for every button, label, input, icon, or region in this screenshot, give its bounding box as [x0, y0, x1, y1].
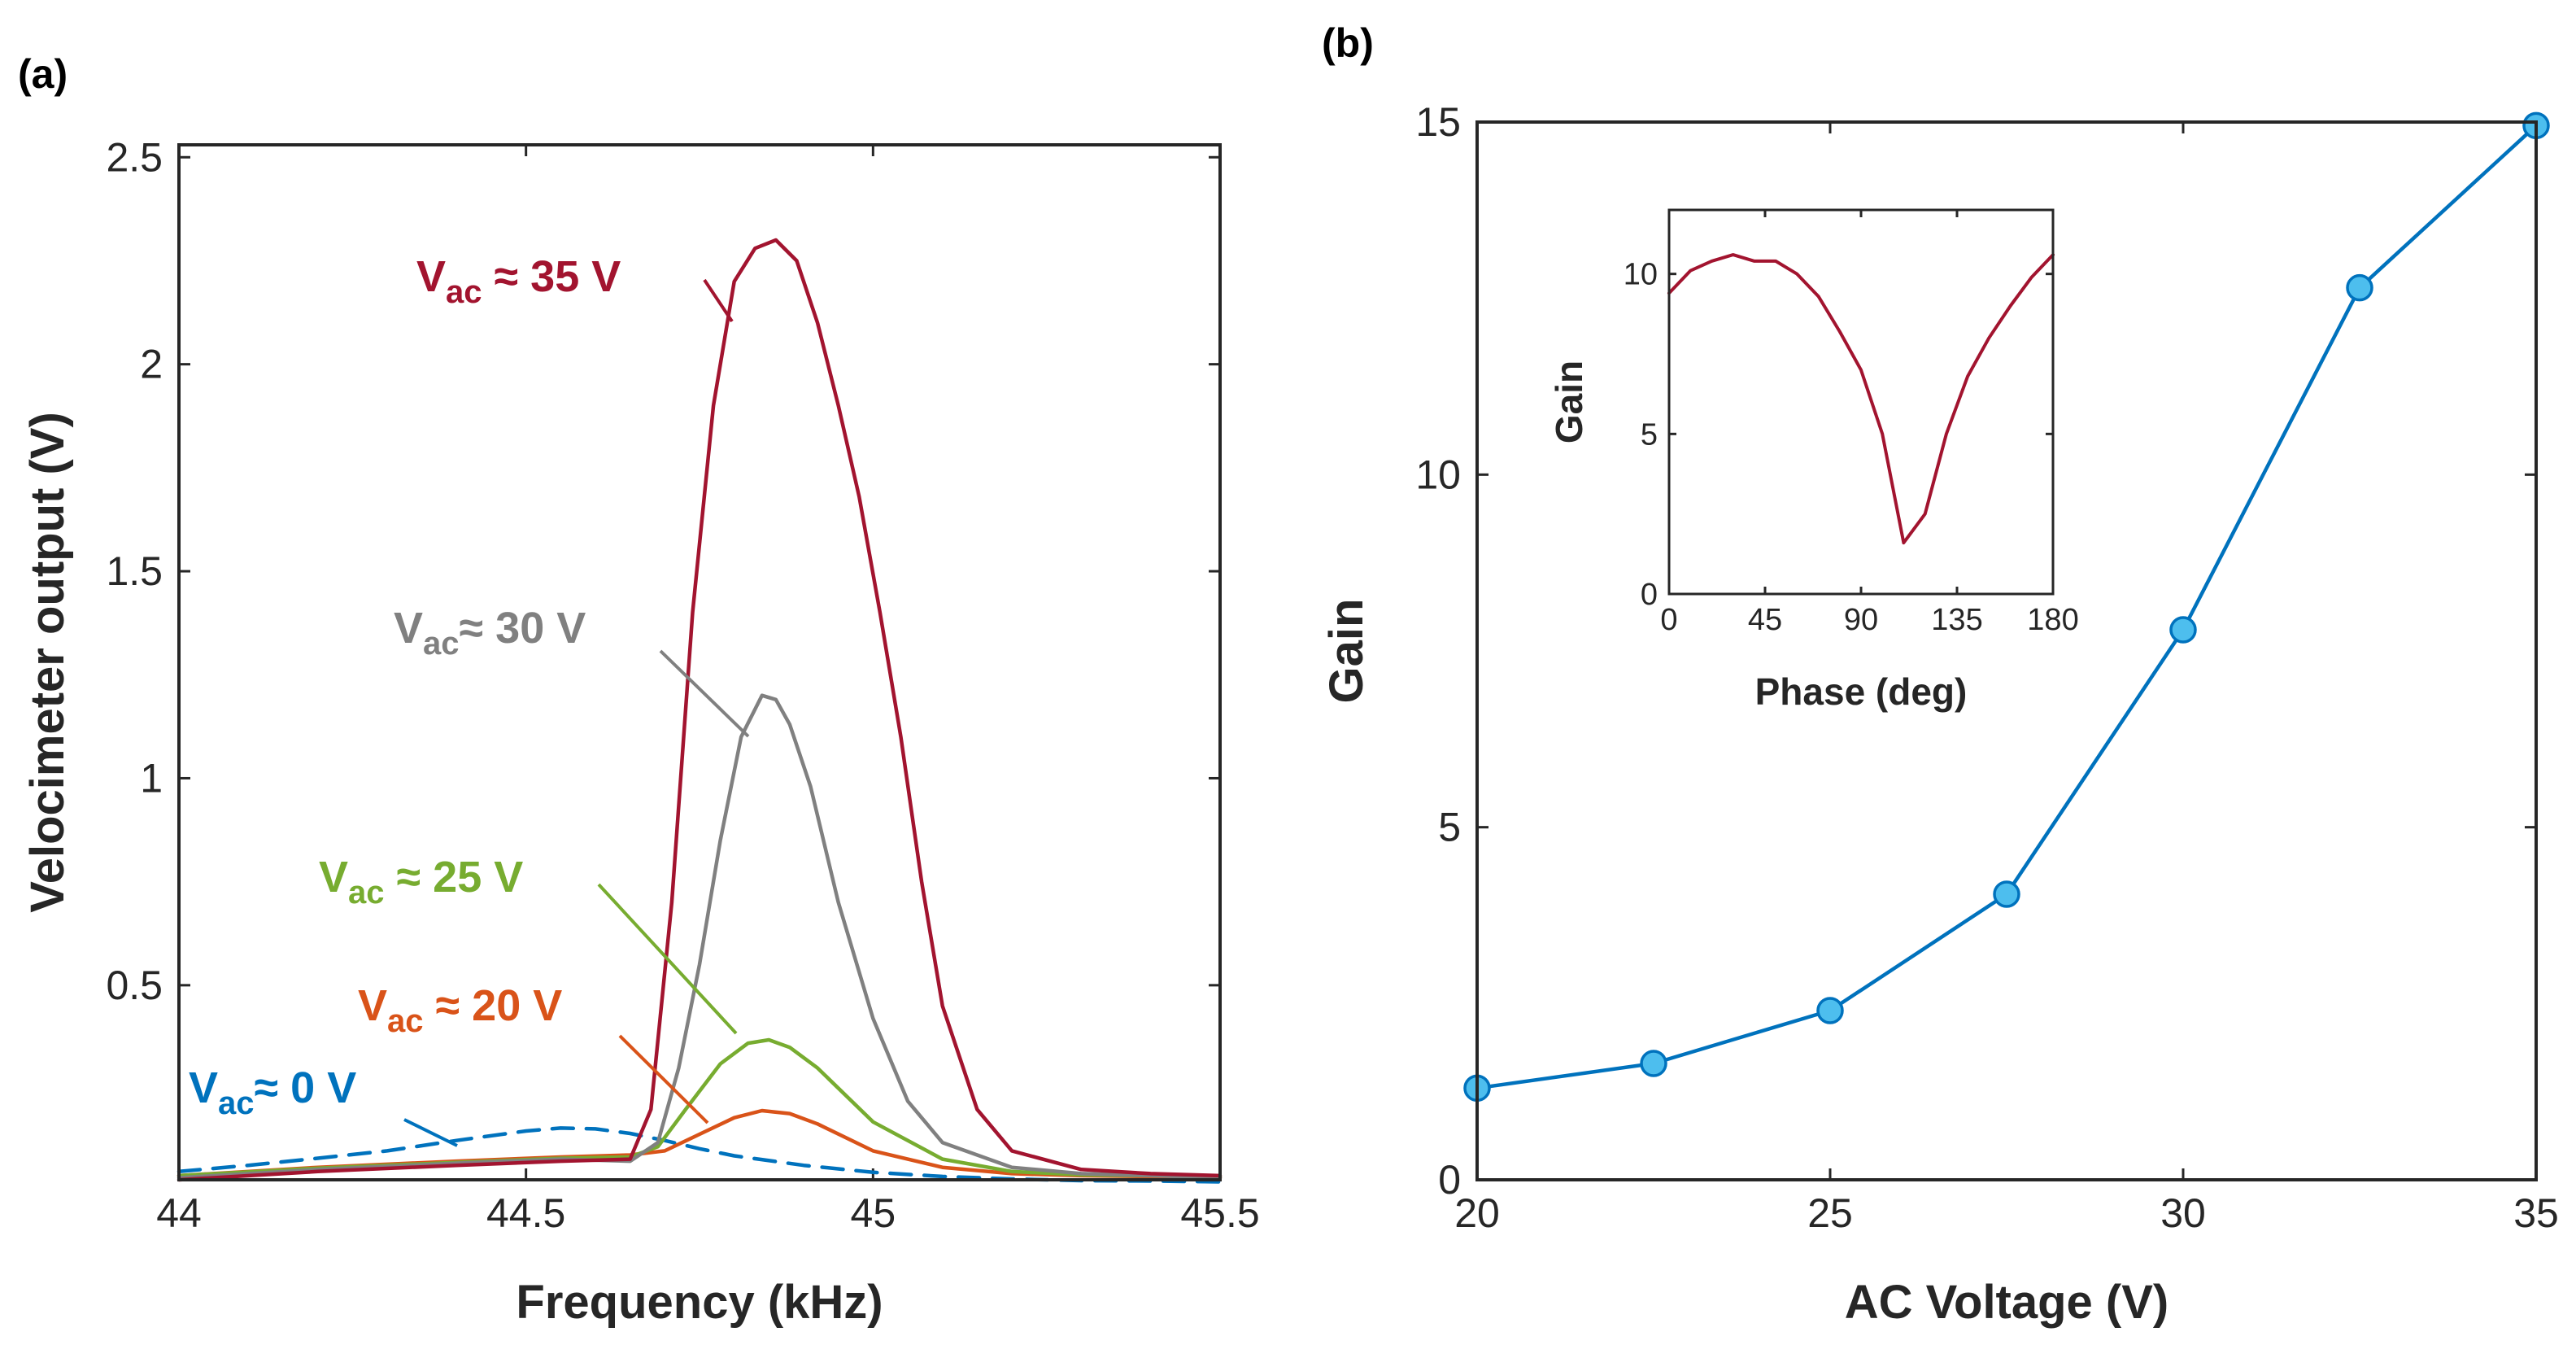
x-tick-label: 135 [1931, 603, 1982, 637]
y-tick-label: 2 [140, 342, 163, 387]
panel-b: (b) 20 25 30 35 0 5 10 15 AC Voltage (V) Gain 0… [1320, 20, 2559, 1329]
annotation-20v: Vac ≈ 20 V [358, 981, 562, 1039]
leader-line-25v [597, 883, 738, 1035]
panel-a-xlabel: Frequency (kHz) [516, 1276, 883, 1329]
x-tick-label: 20 [1454, 1190, 1500, 1236]
x-tick-label: 44.5 [486, 1190, 565, 1236]
y-tick-label: 0 [1641, 578, 1658, 612]
leader-line-35v [703, 278, 734, 323]
panel-a-axes-box [177, 143, 1222, 1181]
x-tick-label: 0 [1660, 603, 1677, 637]
panel-b-series [1463, 111, 2550, 1103]
y-tick-label: 0 [1438, 1157, 1461, 1203]
series-line [177, 238, 1223, 1182]
data-point-marker [1816, 997, 1844, 1024]
x-tick-label: 45 [1748, 603, 1782, 637]
x-tick-label: 30 [2160, 1190, 2206, 1236]
panel-b-label: (b) [1322, 20, 1374, 66]
panel-a-ticks: 44 44.5 45 45.5 0.5 1 1.5 2 2.5 [106, 134, 1259, 1236]
y-tick-label: 10 [1415, 452, 1461, 497]
x-tick-label: 180 [2027, 603, 2078, 637]
annotation-35v: Vac ≈ 35 V [416, 252, 621, 310]
leader-line-0v [403, 1118, 458, 1147]
panel-a-series [177, 238, 1223, 1184]
y-tick-label: 15 [1415, 99, 1461, 145]
y-tick-label: 0.5 [106, 963, 163, 1008]
annotation-25v: Vac ≈ 25 V [319, 853, 523, 910]
x-tick-label: 35 [2513, 1190, 2559, 1236]
y-tick-label: 5 [1438, 805, 1461, 850]
data-point-marker [1993, 880, 2020, 908]
panel-b-xlabel: AC Voltage (V) [1845, 1276, 2169, 1329]
inset: 0 45 90 135 180 0 5 10 Phase (deg) Gain [1548, 208, 2079, 713]
inset-xlabel: Phase (deg) [1755, 670, 1968, 713]
y-tick-label: 1.5 [106, 548, 163, 594]
series-line [1667, 253, 2055, 545]
inset-axes-box [1667, 208, 2055, 596]
x-tick-label: 44 [156, 1190, 202, 1236]
annotation-30v: Vac≈ 30 V [394, 604, 586, 662]
panel-a-ylabel: Velocimeter output (V) [21, 412, 74, 913]
panel-a-label: (a) [18, 51, 68, 97]
inset-series [1667, 253, 2055, 545]
inset-background [1669, 210, 2053, 594]
leader-line-20v [618, 1034, 709, 1124]
annotation-0v: Vac≈ 0 V [189, 1063, 356, 1121]
data-point-marker [2169, 616, 2197, 644]
inset-ylabel: Gain [1548, 360, 1590, 443]
data-point-marker [1640, 1050, 1667, 1077]
panel-b-ticks: 20 25 30 35 0 5 10 15 [1415, 99, 2558, 1236]
panel-a: (a) 44 44.5 45 45.5 0.5 1 1.5 2 2.5 Frequency (k… [18, 51, 1260, 1329]
x-tick-label: 25 [1807, 1190, 1853, 1236]
x-tick-label: 90 [1844, 603, 1878, 637]
data-point-marker [2346, 273, 2373, 302]
leader-line-30v [659, 649, 750, 738]
y-tick-label: 5 [1641, 417, 1658, 452]
y-tick-label: 1 [140, 755, 163, 801]
panel-b-axes-box [1475, 120, 2538, 1181]
y-tick-label: 2.5 [106, 134, 163, 180]
y-tick-label: 10 [1624, 258, 1658, 292]
x-tick-label: 45.5 [1180, 1190, 1259, 1236]
panel-b-ylabel: Gain [1320, 599, 1373, 704]
x-tick-label: 45 [851, 1190, 896, 1236]
